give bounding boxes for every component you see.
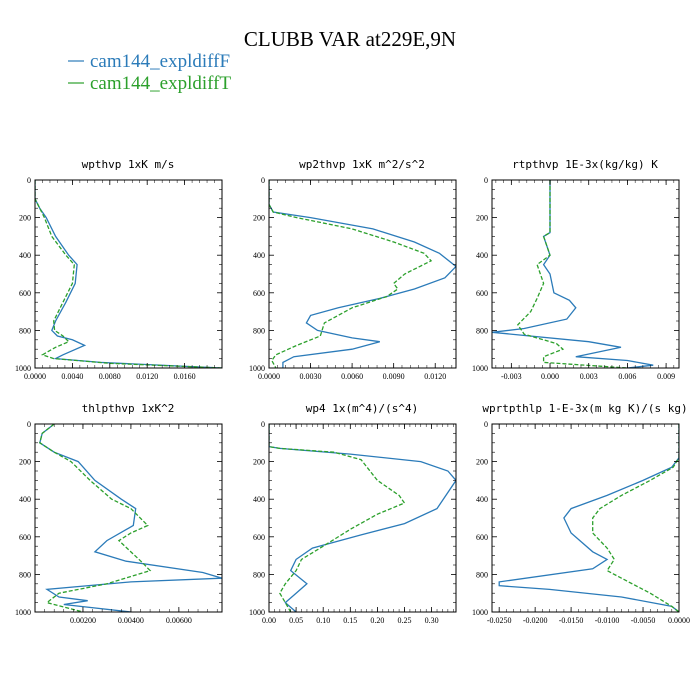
y-tick-label: 1000 <box>15 608 31 617</box>
series-line-expldiffT <box>39 424 152 612</box>
x-tick-label: 0.0120 <box>136 372 158 381</box>
legend: cam144_expldiffF cam144_expldiffT <box>68 51 231 94</box>
panel-wprtpthlp: wprtpthlp 1-E-3x(m kg K)/(s kg) 0 200 400 6… <box>472 402 690 625</box>
series-line-expldiffT <box>592 424 679 612</box>
x-tick-label: 0.00400 <box>118 616 144 625</box>
x-tick-label: 0.00600 <box>166 616 192 625</box>
panel-wp2thvp: wp2thvp 1xK m^2/s^2 020040060080010000.0… <box>249 158 457 381</box>
y-tick-label: 0 <box>27 420 31 429</box>
y-tick-label: 200 <box>253 214 265 223</box>
y-tick-label: 400 <box>19 495 31 504</box>
x-tick-label: -0.0250 <box>487 616 512 625</box>
x-tick-label: 0.0160 <box>174 372 196 381</box>
x-tick-label: 0.05 <box>289 616 303 625</box>
panel-title-wp4: wp4 1x(m^4)/(s^4) <box>306 402 419 415</box>
series-line-expldiffF <box>492 180 654 368</box>
y-tick-label: 400 <box>476 495 488 504</box>
y-tick-label: 600 <box>19 533 31 542</box>
series-line-expldiffT <box>269 180 433 368</box>
panel-title-thlpthvp: thlpthvp 1xK^2 <box>82 402 175 415</box>
x-tick-label: 0.000 <box>541 372 559 381</box>
x-tick-label: 0.003 <box>580 372 598 381</box>
y-tick-label: 400 <box>253 251 265 260</box>
y-tick-label: 0 <box>484 420 488 429</box>
y-tick-label: 800 <box>476 570 488 579</box>
x-tick-label: 0.0000 <box>24 372 46 381</box>
x-tick-label: -0.0050 <box>631 616 656 625</box>
panel-thlpthvp: thlpthvp 1xK^2 0 200 400 600 800 1000 0.00200 0… <box>15 402 223 625</box>
y-tick-label: 600 <box>476 533 488 542</box>
y-tick-label: 200 <box>476 214 488 223</box>
y-tick-label: 400 <box>19 251 31 260</box>
x-tick-label: 0.009 <box>657 372 675 381</box>
series-line-expldiffT <box>269 424 406 612</box>
y-tick-label: 600 <box>476 289 488 298</box>
y-tick-label: 1000 <box>472 364 488 373</box>
panel-title-wp2thvp: wp2thvp 1xK m^2/s^2 <box>299 158 425 171</box>
y-tick-label: 1000 <box>15 364 31 373</box>
x-tick-label: 0.006 <box>618 372 636 381</box>
x-tick-label: 0.0030 <box>300 372 322 381</box>
legend-label-0: cam144_expldiffF <box>90 51 230 72</box>
x-tick-label: 0.30 <box>425 616 439 625</box>
x-tick-label: 0.20 <box>370 616 384 625</box>
x-tick-label: -0.0100 <box>595 616 620 625</box>
y-tick-label: 200 <box>19 214 31 223</box>
y-tick-label: 0 <box>261 420 265 429</box>
panel-title-wprtpthlp: wprtpthlp 1-E-3x(m kg K)/(s kg) <box>482 402 687 415</box>
panel-title-wpthvp: wpthvp 1xK m/s <box>82 158 175 171</box>
series-line-expldiffF <box>498 424 679 612</box>
x-tick-label: 0.15 <box>343 616 357 625</box>
x-tick-label: 0.0040 <box>61 372 83 381</box>
panel-rtpthvp: rtpthvp 1E-3x(kg/kg) K 0 200 400 600 800 1000… <box>472 158 680 381</box>
y-tick-label: 1000 <box>249 608 265 617</box>
y-tick-label: 800 <box>253 570 265 579</box>
y-tick-label: 800 <box>253 326 265 335</box>
x-tick-label: -0.0150 <box>559 616 584 625</box>
series-line-expldiffF <box>35 180 222 368</box>
x-tick-label: 0.00 <box>262 616 276 625</box>
y-tick-label: 800 <box>476 326 488 335</box>
y-tick-label: 800 <box>19 326 31 335</box>
x-tick-label: 0.0060 <box>341 372 363 381</box>
y-tick-label: 0 <box>27 176 31 185</box>
y-tick-label: 600 <box>19 289 31 298</box>
y-tick-label: 200 <box>19 458 31 467</box>
legend-label-1: cam144_expldiffT <box>90 73 231 94</box>
y-tick-label: 600 <box>253 289 265 298</box>
series-line-expldiffT <box>516 180 628 368</box>
x-tick-label: 0.0080 <box>99 372 121 381</box>
x-tick-label: 0.0120 <box>424 372 446 381</box>
x-tick-label: 0.0000 <box>668 616 690 625</box>
x-tick-label: 0.00200 <box>70 616 96 625</box>
series-line-expldiffT <box>35 180 222 368</box>
y-tick-label: 400 <box>476 251 488 260</box>
y-tick-label: 400 <box>253 495 265 504</box>
x-tick-label: 0.10 <box>316 616 330 625</box>
panel-title-rtpthvp: rtpthvp 1E-3x(kg/kg) K <box>512 158 658 171</box>
x-tick-label: -0.0200 <box>523 616 548 625</box>
y-tick-label: 200 <box>253 458 265 467</box>
y-tick-label: 1000 <box>472 608 488 617</box>
y-tick-label: 1000 <box>249 364 265 373</box>
y-tick-label: 600 <box>253 533 265 542</box>
x-tick-label: 0.0090 <box>383 372 405 381</box>
x-tick-label: -0.003 <box>501 372 522 381</box>
x-tick-label: 0.0000 <box>258 372 280 381</box>
y-tick-label: 0 <box>484 176 488 185</box>
figure-title: CLUBB VAR at229E,9N <box>244 27 456 51</box>
series-line-expldiffF <box>39 424 222 612</box>
x-tick-label: 0.25 <box>398 616 412 625</box>
y-tick-label: 800 <box>19 570 31 579</box>
y-tick-label: 200 <box>476 458 488 467</box>
y-tick-label: 0 <box>261 176 265 185</box>
